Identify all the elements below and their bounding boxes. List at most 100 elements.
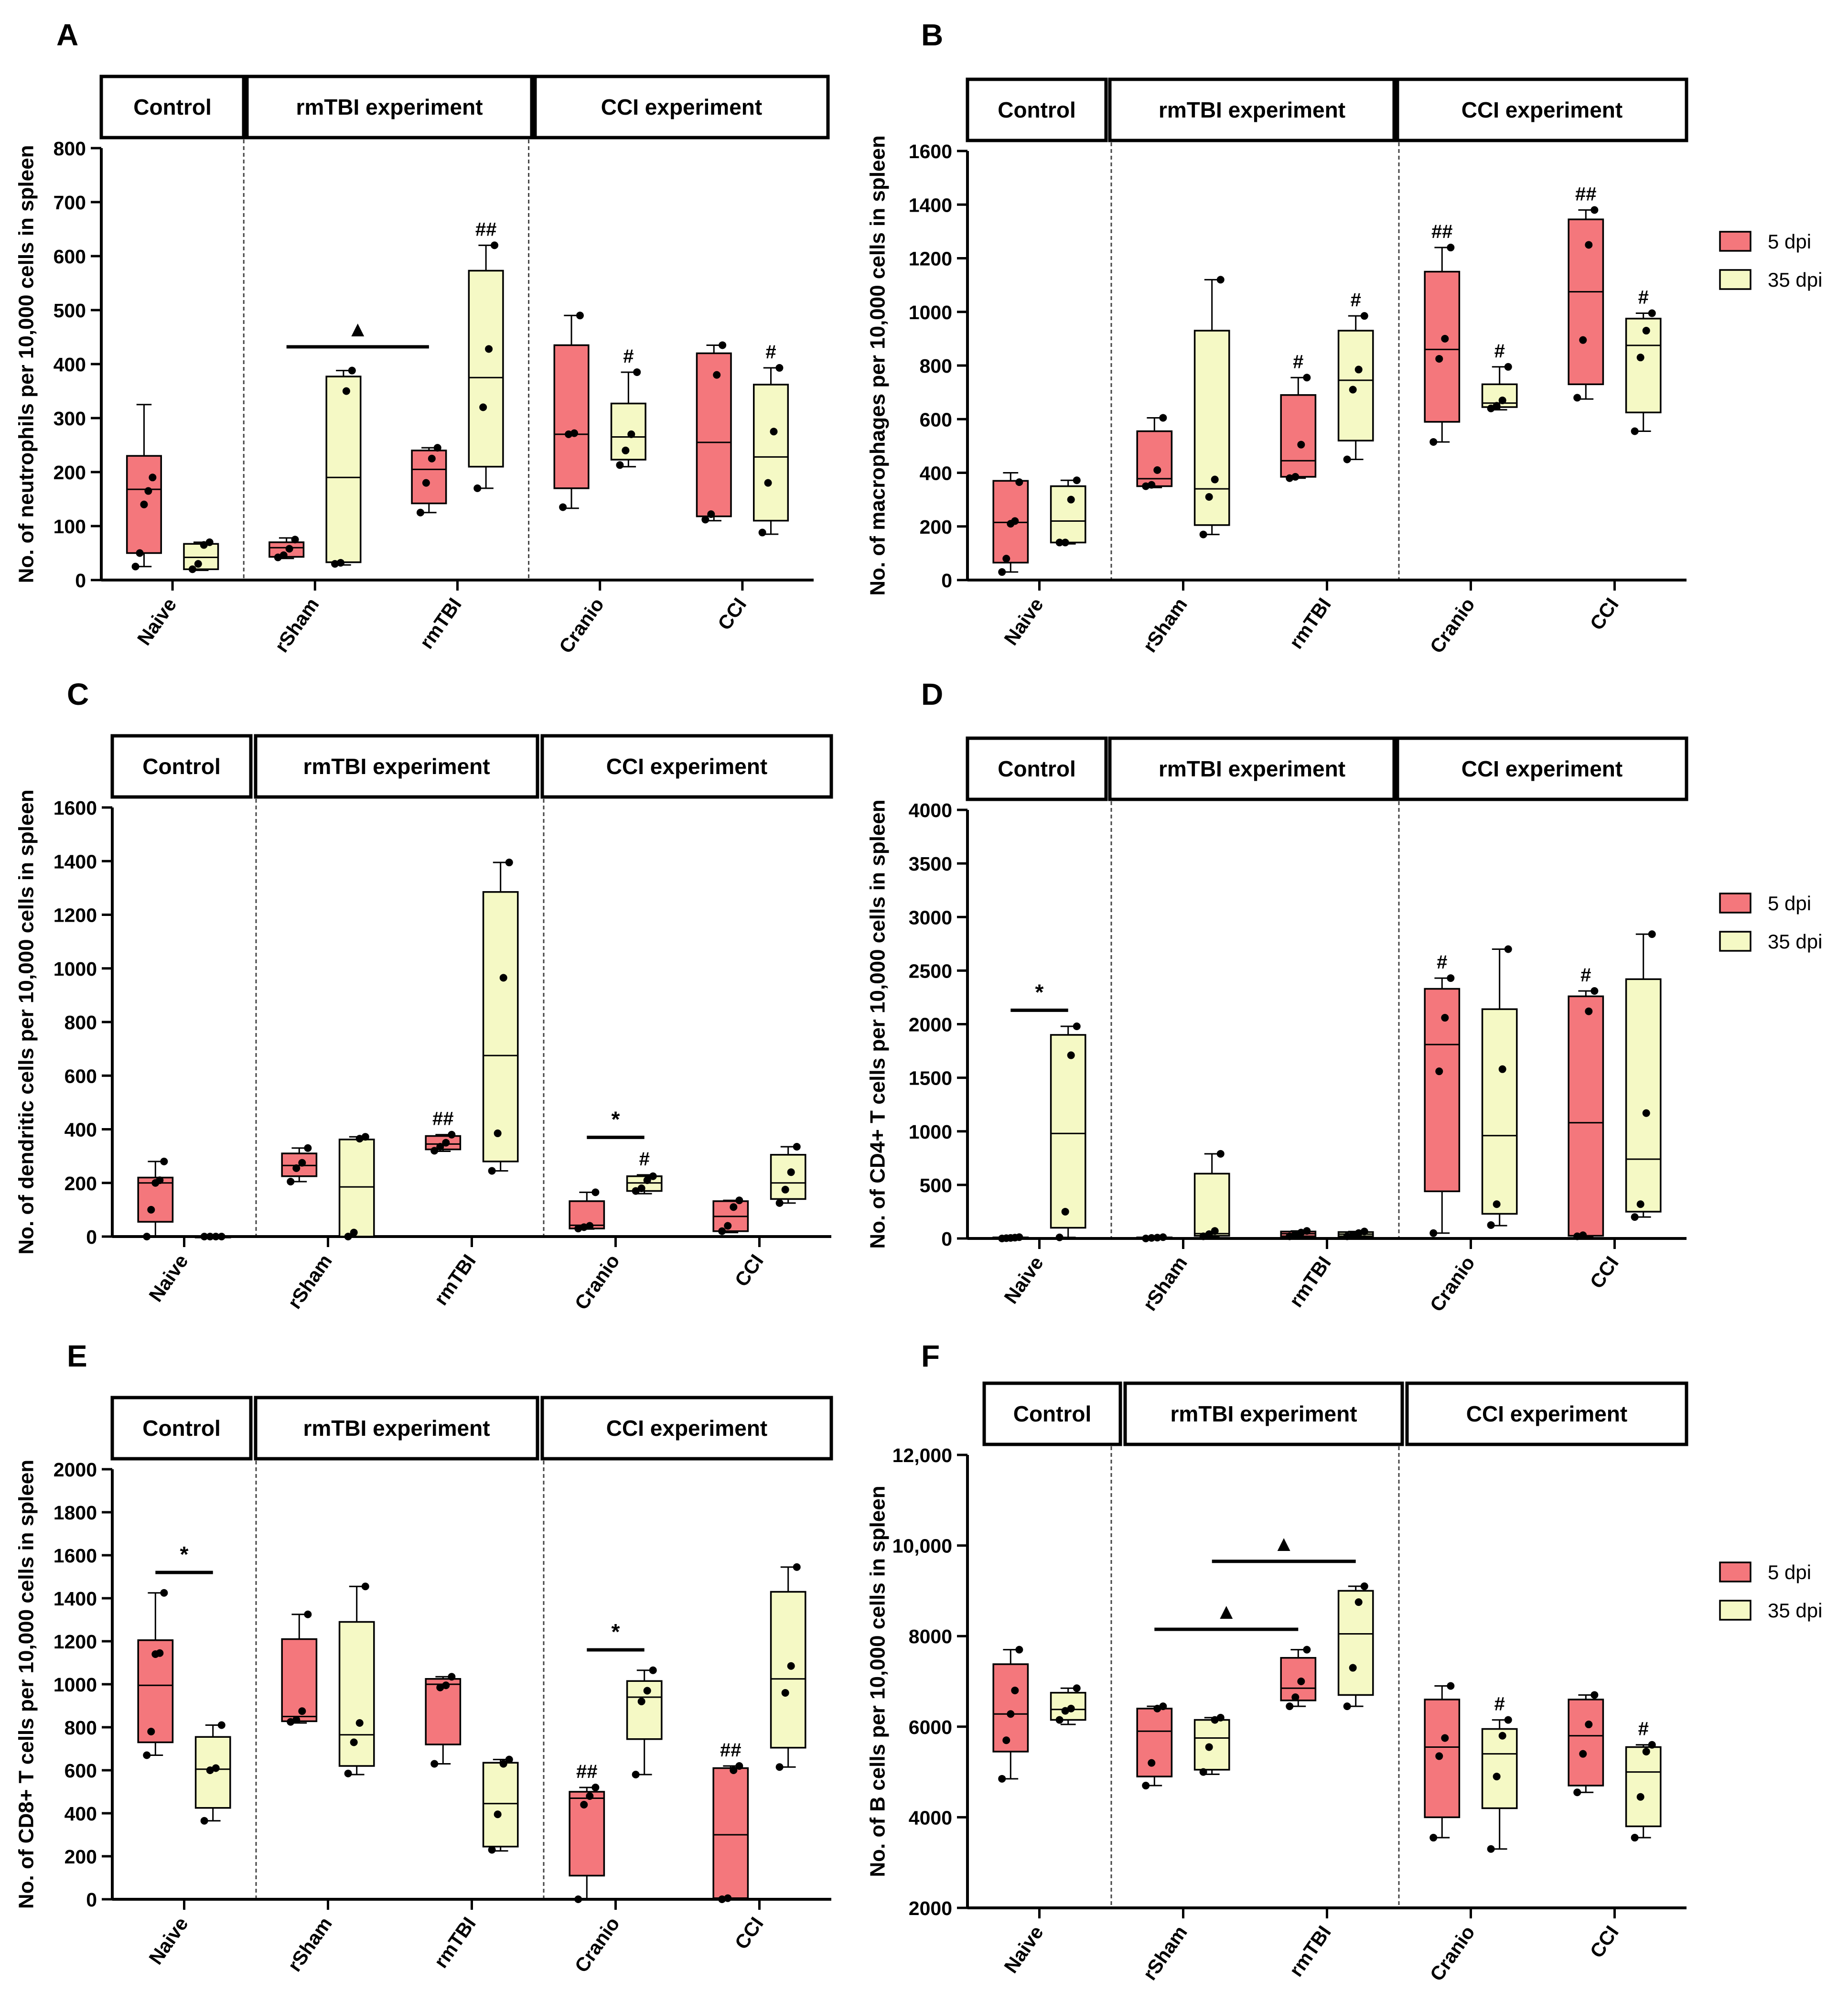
x-tick-label: Cranio [570, 1250, 624, 1314]
x-tick-label: Cranio [555, 594, 608, 657]
box-5dpi-cci [1568, 1691, 1604, 1797]
x-tick-label: Cranio [1426, 1252, 1479, 1316]
y-tick-label: 2500 [909, 960, 952, 982]
box-5dpi-naive [137, 1157, 174, 1240]
group-header-box [1396, 736, 1688, 801]
data-point [361, 1582, 369, 1591]
data-point [494, 1129, 502, 1137]
data-point [1648, 1741, 1656, 1749]
y-tick-label: 1600 [54, 797, 97, 819]
group-header-label: CCI experiment [1461, 756, 1622, 781]
y-tick-label: 1600 [909, 140, 952, 162]
data-point [292, 1164, 301, 1172]
data-point [1447, 1682, 1455, 1690]
data-point [1073, 476, 1081, 484]
data-point [1002, 555, 1010, 563]
y-tick-label: 0 [941, 1228, 952, 1250]
group-header-box [540, 734, 833, 799]
data-point [1493, 1773, 1501, 1781]
data-point [1493, 402, 1501, 410]
data-point [1303, 1646, 1311, 1654]
data-point [488, 1167, 496, 1175]
data-point [1297, 1228, 1305, 1237]
group-header-box [1108, 77, 1396, 142]
x-tick-label: Naive [133, 594, 181, 649]
y-tick-label: 2000 [909, 1897, 952, 1919]
box-35dpi-rmtbi [1337, 312, 1374, 463]
x-tick-label: Cranio [1426, 1922, 1479, 1985]
data-point [1286, 1232, 1294, 1240]
data-point [649, 1172, 657, 1180]
data-point [643, 1176, 651, 1184]
box-5dpi-naive [992, 1646, 1029, 1783]
box-35dpi-cci [770, 1142, 806, 1207]
data-point [1487, 404, 1495, 412]
y-tick-label: 1800 [54, 1502, 97, 1524]
box-35dpi-cranio [610, 368, 646, 469]
box-iqr [1568, 995, 1604, 1237]
legend-label: 35 dpi [1768, 269, 1822, 291]
box-35dpi-rsham [338, 1133, 375, 1240]
data-point [1493, 1200, 1501, 1208]
legend: 5 dpi 35 dpi [1719, 230, 1822, 291]
y-axis-title: No. of CD4+ T cells per 10,000 cells in … [866, 799, 890, 1249]
data-point [591, 1784, 600, 1791]
panel-e: E Control rmTBI experiment CCI experiment 0 2… [15, 1339, 833, 1977]
data-point [479, 403, 487, 411]
data-point [576, 312, 584, 320]
data-point [1211, 475, 1219, 484]
box-5dpi-cranio [1424, 974, 1461, 1237]
data-point [1349, 386, 1357, 394]
data-point [355, 1135, 364, 1143]
y-tick-label: 0 [86, 1889, 97, 1911]
data-point [713, 371, 721, 379]
box-35dpi-cci [753, 364, 789, 537]
significance-mark: # [1580, 965, 1591, 986]
box-iqr [468, 269, 504, 468]
data-point [735, 1196, 743, 1205]
data-point [499, 974, 507, 982]
y-tick-label: 4000 [909, 799, 952, 821]
legend-swatch [1719, 893, 1751, 914]
x-tick-label: rmTBI [430, 1913, 480, 1972]
box-5dpi-rmtbi [1280, 1646, 1317, 1711]
data-point [707, 510, 715, 518]
data-point [1055, 1716, 1064, 1724]
data-point [1153, 466, 1161, 474]
data-point [422, 479, 430, 487]
bracket-symbol: ▲ [347, 316, 369, 341]
significance-mark: ## [1431, 221, 1453, 242]
y-tick-label: 3000 [909, 906, 952, 928]
y-tick-label: 400 [64, 1803, 97, 1825]
data-point [1061, 1207, 1069, 1216]
box-35dpi-cranio [1481, 945, 1518, 1229]
data-point [1286, 474, 1294, 482]
data-point [1211, 1716, 1219, 1724]
group-header-box [1405, 1381, 1688, 1446]
data-point [1148, 481, 1156, 489]
box-iqr [1136, 1708, 1173, 1777]
y-tick-label: 1200 [54, 904, 97, 926]
bracket-symbol: * [180, 1542, 189, 1567]
box-5dpi-rsham [281, 1610, 318, 1726]
data-point [488, 1846, 496, 1854]
y-axis-title: No. of B cells per 10,000 cells in splee… [866, 1485, 890, 1877]
data-point [1216, 1150, 1225, 1158]
group-header-label: CCI experiment [606, 1416, 767, 1441]
data-point [1498, 1065, 1506, 1073]
box-35dpi-naive [194, 1233, 231, 1240]
group-header-label: Control [1013, 1401, 1092, 1426]
data-point [149, 474, 157, 482]
box-35dpi-naive [1050, 1684, 1086, 1725]
data-point [505, 859, 513, 867]
box-5dpi-rmtbi [1280, 374, 1317, 482]
data-point [436, 1683, 444, 1691]
y-tick-label: 400 [64, 1119, 97, 1141]
group-header-label: CCI experiment [606, 754, 767, 779]
significance-mark: # [765, 342, 776, 363]
y-tick-label: 100 [54, 516, 86, 538]
data-point [1631, 427, 1639, 435]
data-point [1435, 1752, 1443, 1760]
box-35dpi-rmtbi [1337, 1582, 1374, 1711]
box-35dpi-cci [770, 1563, 806, 1771]
